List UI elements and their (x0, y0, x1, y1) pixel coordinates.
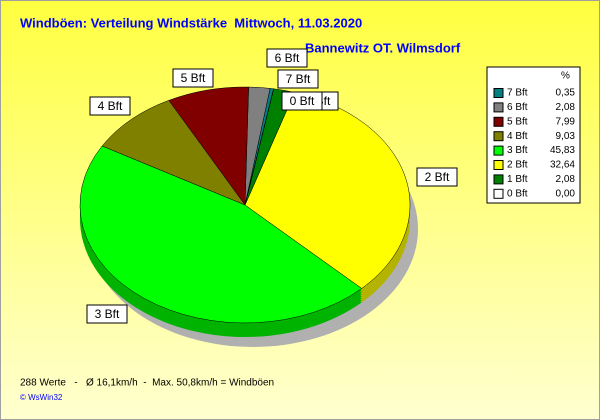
slice-label: 7 Bft (286, 72, 311, 86)
legend-swatch (493, 160, 504, 170)
legend-swatch (493, 116, 504, 127)
chart-subtitle: Bannewitz OT. Wilmsdorf (305, 40, 461, 55)
slice-label: 2 Bft (425, 170, 450, 184)
legend-value: 45,83 (550, 145, 575, 156)
legend-value: 32,64 (550, 160, 575, 171)
legend-swatch (493, 88, 504, 98)
legend-label: 4 Bft (507, 131, 528, 142)
slice-label-box (281, 91, 323, 111)
legend-value: 7,99 (556, 116, 576, 127)
legend-swatch (493, 145, 504, 156)
legend-value: 9,03 (556, 131, 576, 142)
legend-swatch (493, 174, 504, 185)
chart-title: Windböen: Verteilung Windstärke Mittwoch… (20, 15, 362, 30)
slice-label-box (89, 96, 131, 116)
legend-header: % (561, 71, 570, 82)
slice-label-box (277, 69, 319, 89)
slice (244, 88, 274, 206)
legend-label: 5 Bft (507, 116, 528, 127)
slice-label: 3 Bft (95, 307, 120, 321)
legend-value: 2,08 (556, 174, 576, 185)
legend-label: 2 Bft (507, 160, 528, 171)
slice-label-box (86, 304, 128, 324)
legend-value: 0,00 (556, 188, 576, 199)
legend-label: 0 Bft (507, 188, 528, 199)
legend-swatch (493, 188, 504, 199)
footer: 288 Werte - Ø 16,1km/h - Max. 50,8km/h =… (20, 378, 274, 389)
legend-value: 2,08 (556, 102, 576, 113)
credit: © WsWin32 (20, 393, 63, 402)
legend-swatch (493, 131, 504, 142)
legend-label: 6 Bft (507, 102, 528, 113)
slice-label: 4 Bft (98, 99, 123, 113)
slice-label: 0 Bft (290, 94, 315, 108)
slice-label-box (416, 167, 458, 187)
slice (101, 100, 246, 206)
slice-label: 5 Bft (181, 71, 206, 85)
legend-label: 1 Bft (507, 174, 528, 185)
slice-label: 6 Bft (275, 51, 300, 65)
slice-label-box (266, 48, 308, 68)
slice-label-box (172, 68, 214, 88)
slice (79, 145, 363, 324)
legend-label: 7 Bft (507, 88, 528, 99)
legend-label: 3 Bft (507, 145, 528, 156)
legend-value: 0,35 (556, 88, 576, 99)
legend-swatch (493, 102, 504, 113)
